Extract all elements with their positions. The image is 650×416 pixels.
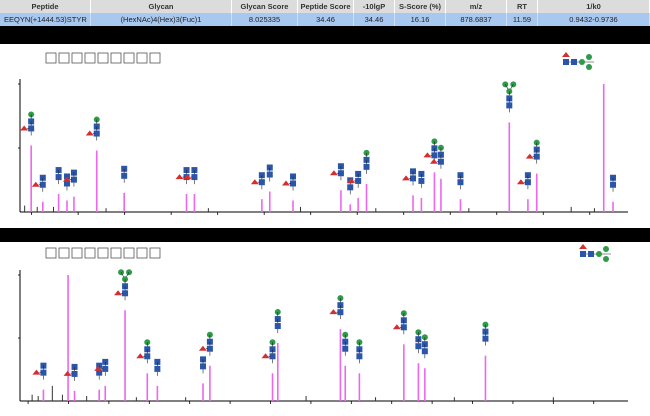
cell-lgp: 34.46 — [353, 13, 395, 26]
col-s-score[interactable]: S-Score (%) — [394, 0, 446, 13]
glycan-icon — [363, 149, 370, 174]
glycan-icon — [31, 174, 46, 192]
cell-k0: 0.9432-0.9736 — [537, 13, 650, 26]
cell-glycan-score: 8.025335 — [231, 13, 298, 26]
glycan-icon — [62, 169, 77, 187]
glycan-legend-icon — [579, 244, 611, 262]
cell-rt: 11.59 — [506, 13, 538, 26]
glycan-icon — [63, 363, 78, 381]
glycan-icon — [421, 334, 428, 359]
glycan-icon — [516, 172, 531, 190]
col-rt[interactable]: RT — [506, 0, 538, 13]
glycan-icon — [282, 173, 297, 191]
sequence-box — [149, 247, 161, 259]
glycan-icon — [402, 168, 417, 186]
glycan-icon — [136, 339, 151, 364]
glycan-icon — [114, 269, 133, 301]
psm-table: Peptide Glycan Glycan Score Peptide Scor… — [0, 0, 650, 26]
sequence-box — [97, 52, 109, 64]
glycan-icon — [63, 173, 70, 191]
glycan-icon — [55, 167, 62, 185]
spectrum-chart-a — [18, 52, 628, 215]
glycan-icon — [356, 339, 363, 364]
sequence-box — [123, 247, 135, 259]
sequence-box — [58, 52, 70, 64]
sequence-box — [110, 247, 122, 259]
glycan-icon — [415, 329, 422, 354]
cell-peptide-score: 34.46 — [297, 13, 354, 26]
glycan-icon — [329, 295, 344, 320]
sequence-box — [136, 247, 148, 259]
sequence-box — [84, 247, 96, 259]
sequence-box — [45, 247, 57, 259]
glycan-icon — [457, 172, 464, 190]
glycan-legend-icon — [562, 52, 594, 70]
sequence-box — [45, 52, 57, 64]
glycan-icon — [200, 356, 207, 374]
spectrum-panel-a — [0, 44, 650, 228]
sequence-box — [110, 52, 122, 64]
col-glycan-score[interactable]: Glycan Score — [231, 0, 298, 13]
sequence-box — [136, 52, 148, 64]
glycan-icon — [154, 358, 161, 376]
sequence-box — [123, 52, 135, 64]
glycan-icon — [418, 170, 425, 188]
glycan-icon — [85, 116, 100, 141]
glycan-icon — [329, 163, 344, 181]
glycan-icon — [482, 321, 489, 346]
glycan-icon — [198, 331, 213, 356]
glycan-icon — [502, 81, 517, 113]
glycan-icon — [121, 165, 128, 183]
sequence-box — [149, 52, 161, 64]
glycan-icon — [250, 172, 265, 190]
table-row[interactable]: EEQYN(+1444.53)STYR (HexNAc)4(Hex)3(Fuc)… — [0, 13, 650, 26]
glycan-icon — [96, 362, 103, 380]
glycan-icon — [261, 339, 276, 364]
glycan-icon — [423, 138, 438, 163]
spectrum-panel-b — [0, 242, 650, 416]
glycan-icon — [392, 310, 407, 335]
glycan-icon — [32, 362, 47, 380]
col-peptide[interactable]: Peptide — [0, 0, 91, 13]
col-peptide-score[interactable]: Peptide Score — [297, 0, 354, 13]
cell-mz: 878.6837 — [445, 13, 507, 26]
glycan-icon — [610, 174, 617, 192]
col-k0[interactable]: 1/k0 — [537, 0, 650, 13]
table-header-row: Peptide Glycan Glycan Score Peptide Scor… — [0, 0, 650, 13]
cell-glycan: (HexNAc)4(Hex)3(Fuc)1 — [90, 13, 232, 26]
glycan-icon — [183, 167, 198, 185]
glycan-icon — [342, 331, 349, 356]
col-lgp[interactable]: -10lgP — [353, 0, 395, 13]
spectrum-chart-b — [18, 244, 628, 404]
glycan-icon — [429, 144, 444, 169]
sequence-box — [71, 52, 83, 64]
sequence-box — [84, 52, 96, 64]
glycan-icon — [20, 111, 35, 136]
sequence-box — [97, 247, 109, 259]
cell-s-score: 16.16 — [394, 13, 446, 26]
glycan-icon — [94, 358, 109, 376]
sequence-box — [58, 247, 70, 259]
glycan-icon — [525, 139, 540, 164]
sequence-box — [71, 247, 83, 259]
glycan-icon — [274, 309, 281, 334]
col-mz[interactable]: m/z — [445, 0, 507, 13]
glycan-icon — [266, 164, 273, 182]
glycan-icon — [347, 170, 362, 188]
col-glycan[interactable]: Glycan — [90, 0, 232, 13]
cell-peptide: EEQYN(+1444.53)STYR — [0, 13, 91, 26]
